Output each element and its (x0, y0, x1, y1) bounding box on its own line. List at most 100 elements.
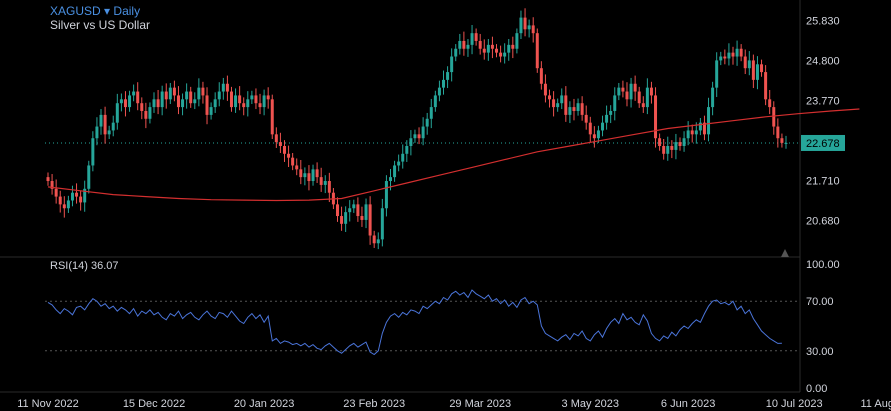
time-tick-label: 23 Feb 2023 (343, 398, 405, 410)
candle-body (311, 169, 315, 182)
candle-body (625, 91, 629, 100)
candle-body (482, 48, 486, 53)
candle-body (323, 181, 327, 185)
candle-body (229, 91, 233, 108)
candle-body (193, 99, 197, 104)
candle-body (111, 122, 115, 131)
candle-body (254, 95, 258, 104)
candle-body (225, 83, 229, 92)
candle-body (776, 126, 780, 139)
candle-body (751, 60, 755, 80)
candle-body (250, 95, 254, 100)
candle-body (344, 212, 348, 224)
candle-body (376, 239, 380, 244)
rsi-line (47, 289, 782, 356)
candle-body (185, 91, 189, 100)
symbol-header[interactable]: XAGUSD ▾ Daily (50, 4, 140, 18)
candle-body (409, 138, 413, 147)
scroll-marker-icon (781, 249, 789, 257)
candle-body (401, 153, 405, 162)
candle-body (160, 91, 164, 108)
time-tick-label: 29 Mar 2023 (449, 398, 511, 410)
candle-body (433, 95, 437, 108)
candle-body (282, 146, 286, 154)
rsi-value: 36.07 (90, 260, 119, 272)
candle-body (299, 169, 303, 178)
current-price-label: 22.678 (806, 138, 840, 150)
candle-body (75, 192, 79, 197)
interval-label[interactable]: Daily (113, 4, 141, 18)
candle-body (266, 95, 270, 100)
candle-body (421, 126, 425, 139)
price-tick-label: 21.710 (806, 176, 840, 188)
candle-body (666, 146, 670, 154)
candle-body (702, 122, 706, 135)
candle-body (490, 44, 494, 49)
candle-body (478, 40, 482, 49)
candle-body (205, 95, 209, 115)
candle-body (213, 99, 217, 108)
candle-body (531, 25, 535, 34)
candle-body (654, 95, 658, 139)
candle-body (115, 103, 119, 123)
candle-body (360, 216, 364, 220)
time-tick-label: 3 May 2023 (562, 398, 619, 410)
candle-body (686, 130, 690, 139)
candle-body (601, 122, 605, 131)
candle-body (380, 208, 384, 240)
candle-body (588, 122, 592, 135)
candle-body (539, 68, 543, 84)
candle-body (352, 204, 356, 209)
current-price-tag (801, 134, 845, 151)
candle-body (629, 83, 633, 100)
candle-body (164, 91, 168, 100)
candle-body (495, 48, 499, 53)
candle-body (58, 196, 62, 205)
candle-body (319, 177, 323, 185)
candle-body (119, 99, 123, 104)
candle-body (425, 118, 429, 127)
candle-body (221, 83, 225, 92)
candle-body (613, 95, 617, 111)
rsi-label: RSI(14) (50, 260, 88, 272)
candle-body (621, 87, 625, 92)
candle-body (242, 103, 246, 108)
candle-body (743, 56, 747, 69)
candle-body (136, 91, 140, 104)
candle-body (474, 33, 478, 41)
candle-body (278, 142, 282, 147)
candle-body (201, 87, 205, 96)
candle-body (132, 91, 136, 96)
candle-body (152, 99, 156, 108)
candle-body (87, 165, 91, 189)
candle-body (662, 146, 666, 154)
candle-body (772, 107, 776, 127)
candle-body (62, 204, 66, 209)
candle-body (760, 64, 764, 73)
time-tick-label: 20 Jan 2023 (234, 398, 295, 410)
candle-body (181, 99, 185, 108)
candle-body (156, 99, 160, 108)
candle-body (372, 235, 376, 244)
candle-body (723, 56, 727, 59)
chevron-down-icon[interactable]: ▾ (104, 4, 111, 18)
price-tick-label: 20.680 (806, 216, 840, 228)
candle-body (99, 114, 103, 127)
candle-body (172, 87, 176, 96)
candle-body (552, 99, 556, 108)
candle-body (731, 52, 735, 57)
candle-body (755, 64, 759, 80)
candle-body (535, 33, 539, 69)
rsi-tick-label: 100.00 (806, 259, 840, 271)
candle-body (711, 87, 715, 108)
candle-body (519, 17, 523, 34)
candle-body (103, 114, 107, 135)
candle-body (658, 138, 662, 147)
candle-body (694, 130, 698, 135)
symbol-name[interactable]: XAGUSD (50, 4, 101, 18)
candle-body (287, 153, 291, 158)
candle-body (393, 165, 397, 178)
candle-body (140, 103, 144, 111)
candle-body (209, 107, 213, 115)
symbol-description: Silver vs US Dollar (50, 18, 151, 32)
